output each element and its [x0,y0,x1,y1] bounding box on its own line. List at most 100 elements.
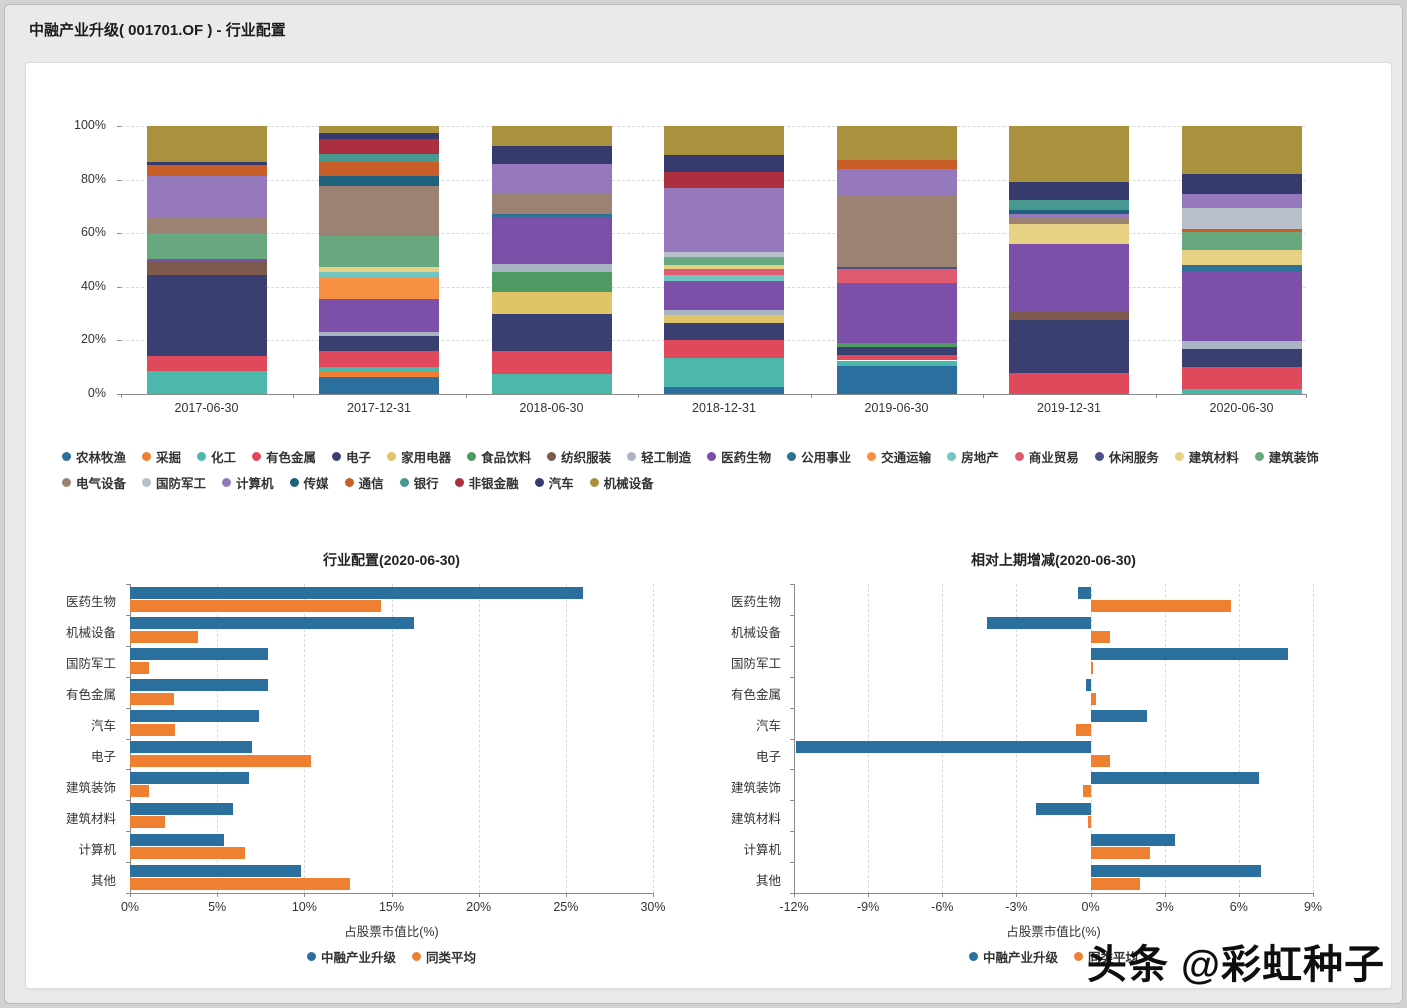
bar-segment-有色金属[interactable] [491,351,612,374]
industry-legend-item[interactable]: 商业贸易 [1014,447,1079,466]
bar-segment-电气设备[interactable] [146,218,267,234]
bar-segment-轻工制造[interactable] [1181,340,1302,349]
bar-segment-建筑装饰[interactable] [664,257,784,266]
bar-segment-电子[interactable] [146,274,267,357]
bar-同类平均[interactable] [130,816,165,829]
bar-segment-纺织服装[interactable] [1009,312,1129,321]
series-legend-item[interactable]: 中融产业升级 [306,947,396,966]
bar-中融产业升级[interactable] [130,741,253,753]
bar-segment-轻工制造[interactable] [491,264,612,273]
bar-segment-有色金属[interactable] [1181,367,1302,389]
bar-segment-通信[interactable] [1181,229,1302,232]
bar-同类平均[interactable] [1090,600,1232,612]
bar-segment-机械设备[interactable] [491,126,612,147]
bar-segment-化工[interactable] [664,357,784,388]
bar-中融产业升级[interactable] [130,679,268,692]
bar-segment-商业贸易[interactable] [664,269,784,275]
series-legend-item[interactable]: 同类平均 [1074,947,1138,966]
bar-中融产业升级[interactable] [1090,833,1175,846]
industry-legend-item[interactable]: 化工 [197,447,236,466]
bar-segment-交通运输[interactable] [319,277,439,299]
bar-segment-电气设备[interactable] [491,193,612,215]
bar-同类平均[interactable] [130,878,350,891]
bar-segment-建筑装饰[interactable] [146,233,267,259]
bar-segment-有色金属[interactable] [664,340,784,358]
bar-segment-建筑材料[interactable] [319,266,439,273]
bar-中融产业升级[interactable] [1090,648,1289,661]
bar-中融产业升级[interactable] [1078,586,1091,599]
bar-segment-化工[interactable] [319,367,439,372]
bar-中融产业升级[interactable] [130,802,233,815]
bar-中融产业升级[interactable] [130,771,249,784]
bar-中融产业升级[interactable] [796,741,1091,753]
bar-segment-计算机[interactable] [664,187,784,252]
bar-segment-非银金融[interactable] [664,171,784,188]
bar-中融产业升级[interactable] [1085,679,1091,692]
bar-同类平均[interactable] [130,600,382,612]
bar-segment-银行[interactable] [319,154,439,163]
industry-legend-item[interactable]: 建筑材料 [1174,447,1239,466]
industry-legend-item[interactable]: 有色金属 [252,447,316,466]
industry-legend-item[interactable]: 通信 [344,473,384,492]
bar-segment-医药生物[interactable] [319,298,439,333]
bar-segment-化工[interactable] [146,371,267,394]
bar-中融产业升级[interactable] [1090,710,1148,723]
industry-legend-item[interactable]: 采掘 [142,447,181,466]
industry-legend-item[interactable]: 医药生物 [707,447,771,466]
bar-中融产业升级[interactable] [130,586,584,599]
bar-segment-农林牧渔[interactable] [836,365,957,394]
industry-legend-item[interactable]: 房地产 [947,447,999,466]
bar-segment-通信[interactable] [146,164,267,176]
industry-legend-item[interactable]: 公用事业 [787,447,851,466]
bar-segment-通信[interactable] [836,159,957,169]
bar-segment-有色金属[interactable] [146,356,267,372]
bar-segment-传媒[interactable] [319,175,439,187]
industry-legend-item[interactable]: 非银金融 [454,473,519,492]
bar-中融产业升级[interactable] [130,710,259,723]
bar-segment-化工[interactable] [836,360,957,366]
bar-segment-休闲服务[interactable] [836,266,957,270]
bar-同类平均[interactable] [1090,847,1150,860]
bar-中融产业升级[interactable] [130,864,301,877]
bar-segment-医药生物[interactable] [664,281,784,310]
bar-segment-纺织服装[interactable] [146,261,267,275]
bar-segment-商业贸易[interactable] [836,269,957,283]
series-legend-item[interactable]: 同类平均 [412,947,476,966]
bar-同类平均[interactable] [130,630,198,643]
bar-中融产业升级[interactable] [130,833,225,846]
bar-segment-汽车[interactable] [146,162,267,165]
bar-segment-银行[interactable] [1009,199,1129,211]
bar-segment-医药生物[interactable] [836,282,957,344]
bar-segment-医药生物[interactable] [146,258,267,262]
bar-segment-传媒[interactable] [1009,210,1129,215]
bar-同类平均[interactable] [1090,630,1111,643]
bar-segment-电子[interactable] [664,322,784,341]
bar-segment-家用电器[interactable] [491,292,612,314]
bar-segment-食品饮料[interactable] [491,272,612,293]
industry-legend-item[interactable]: 交通运输 [867,447,931,466]
bar-同类平均[interactable] [1083,785,1091,798]
bar-segment-房地产[interactable] [319,272,439,278]
bar-同类平均[interactable] [130,723,176,736]
bar-segment-机械设备[interactable] [319,126,439,133]
bar-segment-计算机[interactable] [1181,193,1302,208]
bar-中融产业升级[interactable] [1090,864,1262,877]
industry-legend-item[interactable]: 机械设备 [589,473,654,492]
bar-中融产业升级[interactable] [1036,802,1091,815]
bar-segment-公用事业[interactable] [1181,265,1302,271]
bar-segment-机械设备[interactable] [664,126,784,156]
bar-中融产业升级[interactable] [130,648,268,661]
bar-segment-电气设备[interactable] [1009,218,1129,224]
bar-segment-国防军工[interactable] [1181,208,1302,230]
industry-legend-item[interactable]: 传媒 [289,473,329,492]
bar-segment-电气设备[interactable] [319,186,439,236]
bar-segment-汽车[interactable] [319,132,439,140]
industry-legend-item[interactable]: 汽车 [534,473,574,492]
industry-legend-item[interactable]: 电子 [332,447,371,466]
bar-segment-建筑装饰[interactable] [1181,231,1302,250]
bar-segment-有色金属[interactable] [836,355,957,361]
bar-segment-农林牧渔[interactable] [319,376,439,394]
bar-segment-非银金融[interactable] [319,139,439,155]
bar-同类平均[interactable] [130,692,174,705]
industry-legend-item[interactable]: 建筑装饰 [1254,447,1319,466]
